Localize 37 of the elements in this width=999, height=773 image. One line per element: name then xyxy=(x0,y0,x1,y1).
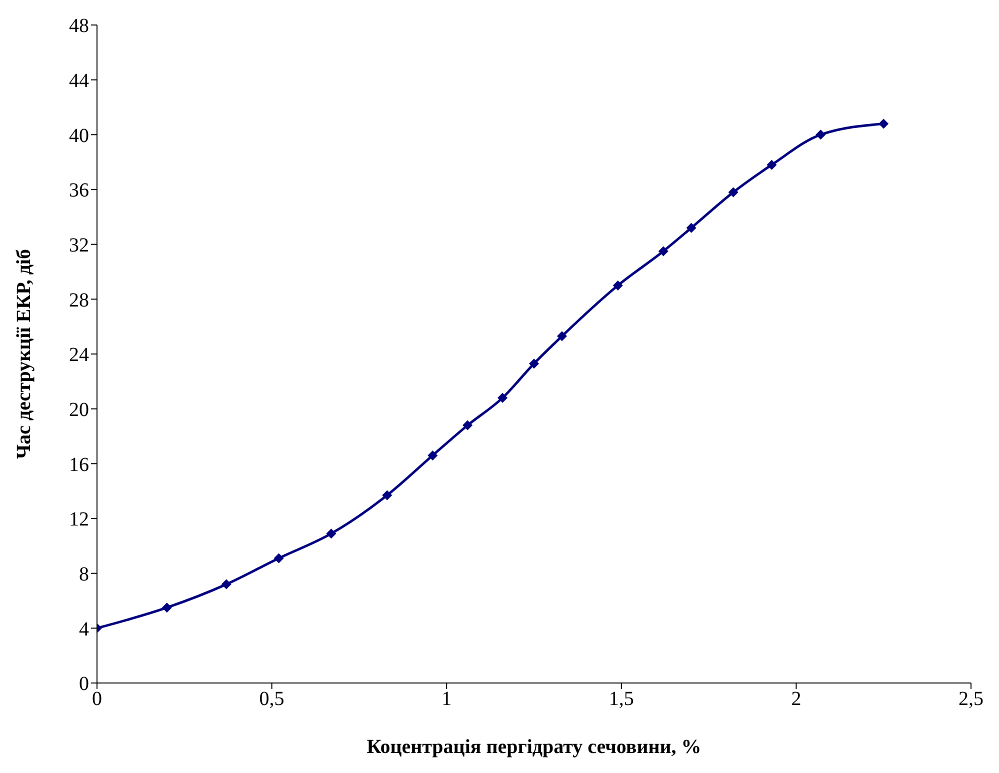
y-tick-label: 40 xyxy=(69,124,89,147)
point xyxy=(529,358,539,369)
y-tick-label: 16 xyxy=(69,454,89,476)
y-tick-label: 24 xyxy=(69,344,89,366)
y-tick-label: 48 xyxy=(69,15,89,38)
point xyxy=(658,246,668,256)
point xyxy=(428,450,438,460)
point xyxy=(686,222,696,233)
point xyxy=(878,118,889,129)
y-tick-label: 12 xyxy=(69,508,89,531)
x-tick-label: 1 xyxy=(442,688,452,710)
y-tick-label: 4 xyxy=(79,618,89,640)
x-tick-label: 1,5 xyxy=(608,688,634,710)
point xyxy=(221,579,232,590)
x-axis-title: Коцентрація пергідрату сечовини, % xyxy=(366,736,702,758)
point xyxy=(766,160,777,170)
y-tick-label: 20 xyxy=(69,398,89,421)
x-tick-label: 2,5 xyxy=(958,688,984,710)
point xyxy=(816,130,826,140)
y-tick-label: 28 xyxy=(69,289,89,312)
point xyxy=(462,420,473,430)
y-tick-label: 36 xyxy=(69,180,89,202)
y-tick-label: 0 xyxy=(79,673,89,696)
point xyxy=(498,392,508,403)
y-tick-label: 44 xyxy=(69,70,89,92)
y-tick-label: 8 xyxy=(79,563,89,586)
point xyxy=(728,187,738,198)
y-tick-label: 32 xyxy=(69,234,89,256)
x-tick-label: 2 xyxy=(791,688,802,710)
point xyxy=(274,553,284,564)
point xyxy=(326,528,336,539)
point xyxy=(382,490,392,500)
point xyxy=(612,280,623,290)
x-tick-label: 0,5 xyxy=(259,688,284,710)
point xyxy=(556,331,567,342)
point xyxy=(162,602,172,613)
y-axis-title: Час деструкції ЕКР, діб xyxy=(13,249,36,459)
